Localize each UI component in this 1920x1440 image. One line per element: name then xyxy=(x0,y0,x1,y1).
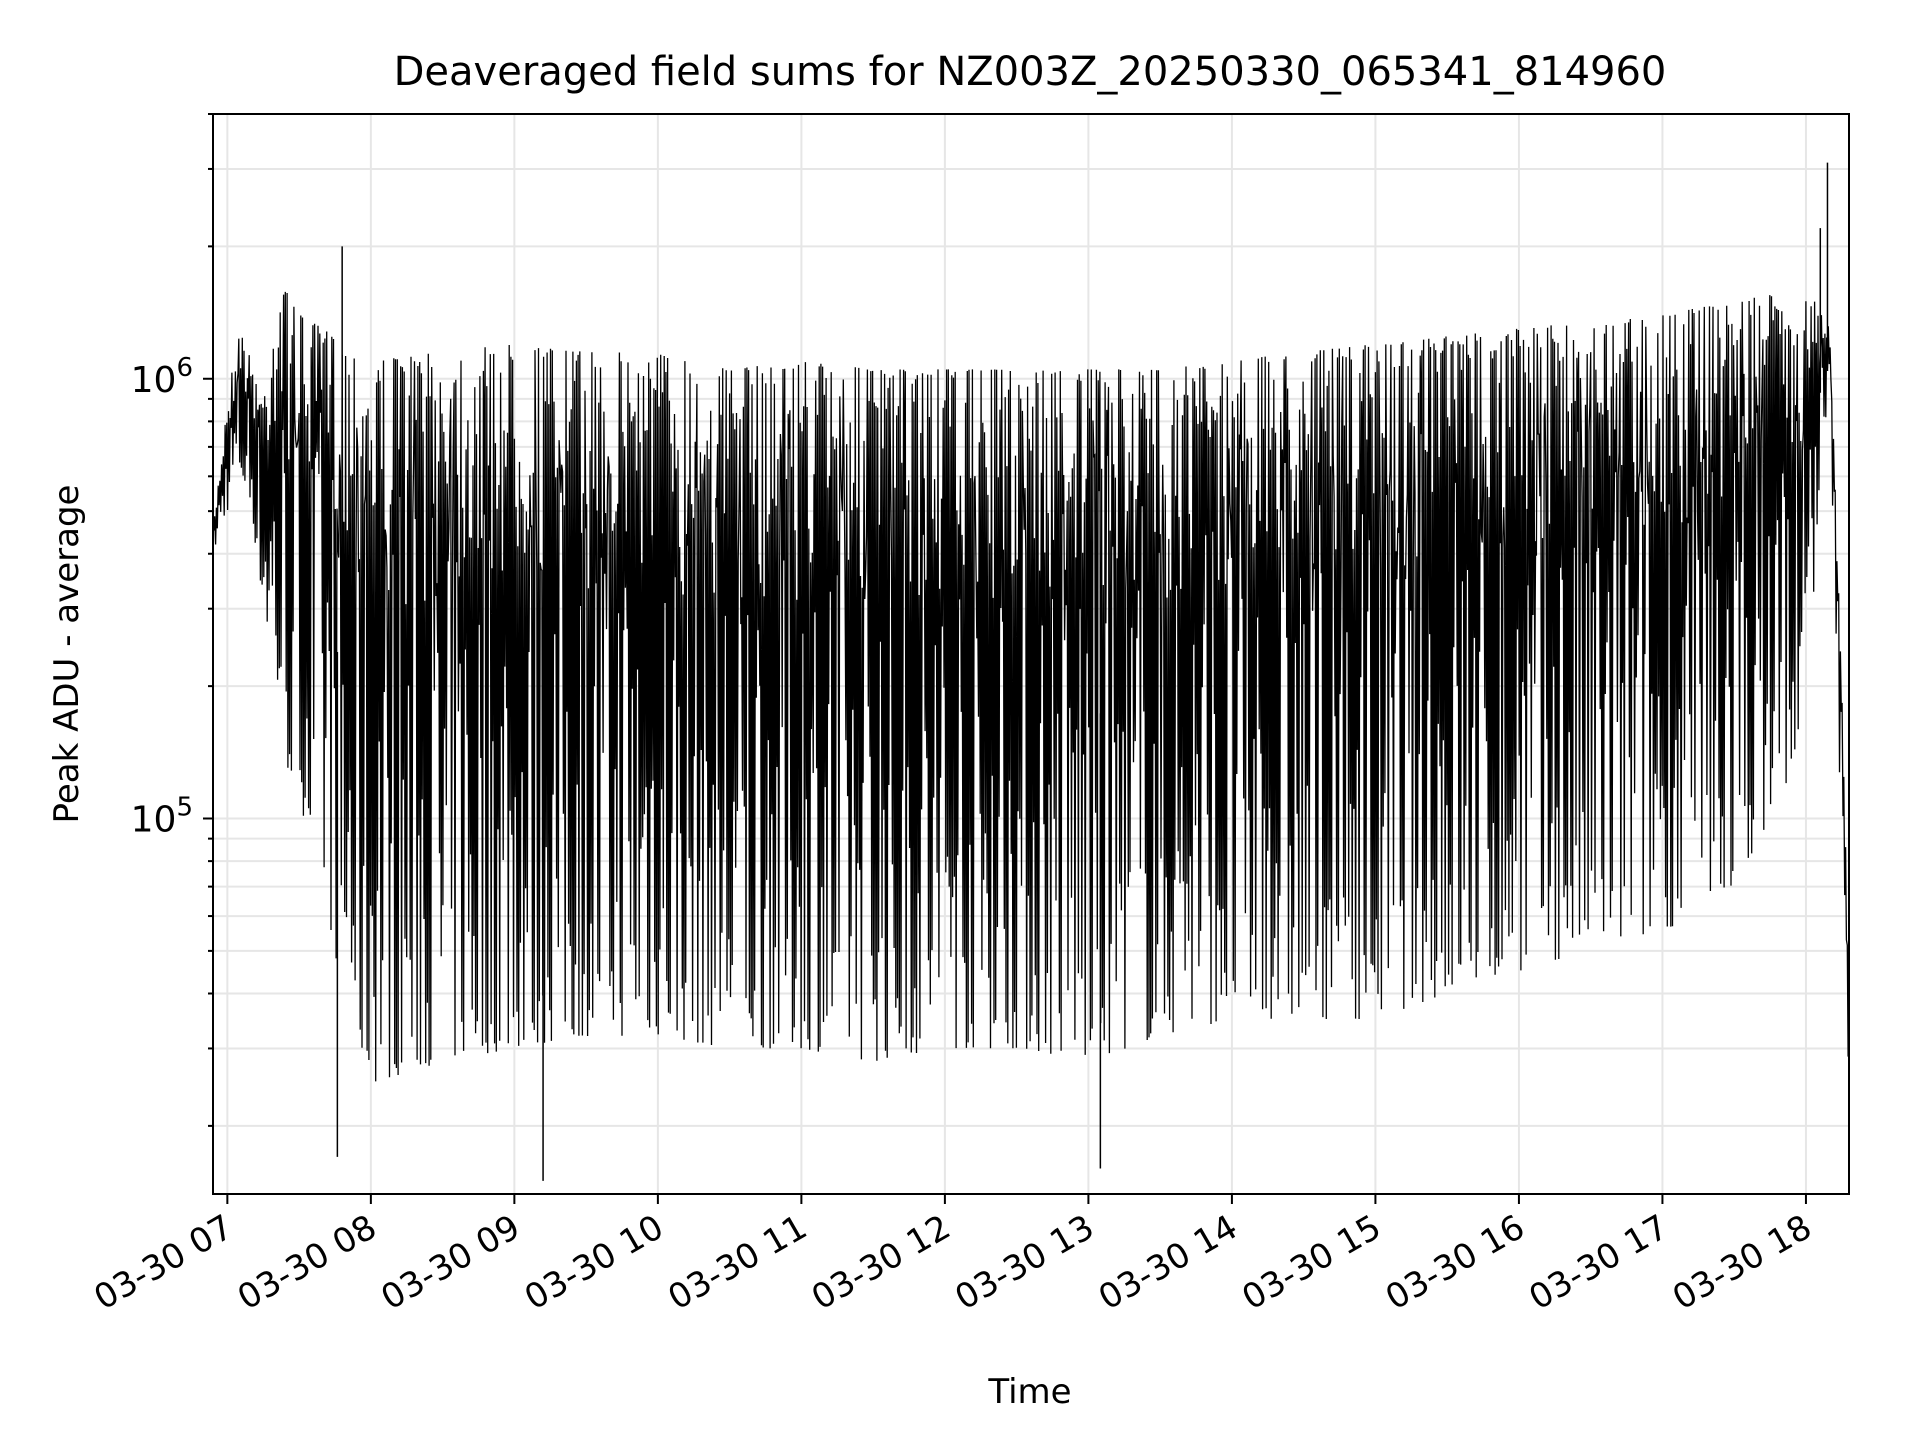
x-tick-label: 03-30 14 xyxy=(1092,1207,1244,1318)
y-axis-label: Peak ADU - average xyxy=(47,485,87,824)
x-tick-label: 03-30 10 xyxy=(518,1207,670,1318)
x-tick-label: 03-30 09 xyxy=(374,1207,526,1318)
x-tick-label: 03-30 16 xyxy=(1379,1207,1531,1318)
x-tick-label: 03-30 12 xyxy=(805,1207,957,1318)
x-tick-label: 03-30 17 xyxy=(1523,1207,1675,1318)
chart-title: Deaveraged field sums for NZ003Z_2025033… xyxy=(394,49,1667,95)
data-series-line xyxy=(212,291,1850,1082)
x-tick-label: 03-30 15 xyxy=(1236,1207,1388,1318)
x-axis-label: Time xyxy=(987,1372,1071,1412)
x-tick-label: 03-30 08 xyxy=(231,1207,383,1318)
y-axis-ticks: 105 106 xyxy=(131,113,213,1127)
x-tick-label: 03-30 11 xyxy=(661,1207,813,1318)
data-layer xyxy=(212,162,1850,1181)
plot-frame xyxy=(212,113,1850,1195)
x-tick-label: 03-30 13 xyxy=(949,1207,1101,1318)
y-tick-label: 105 xyxy=(131,793,193,841)
x-tick-label: 03-30 18 xyxy=(1666,1207,1818,1318)
x-tick-label: 03-30 07 xyxy=(87,1207,239,1318)
y-tick-label: 106 xyxy=(131,353,193,401)
